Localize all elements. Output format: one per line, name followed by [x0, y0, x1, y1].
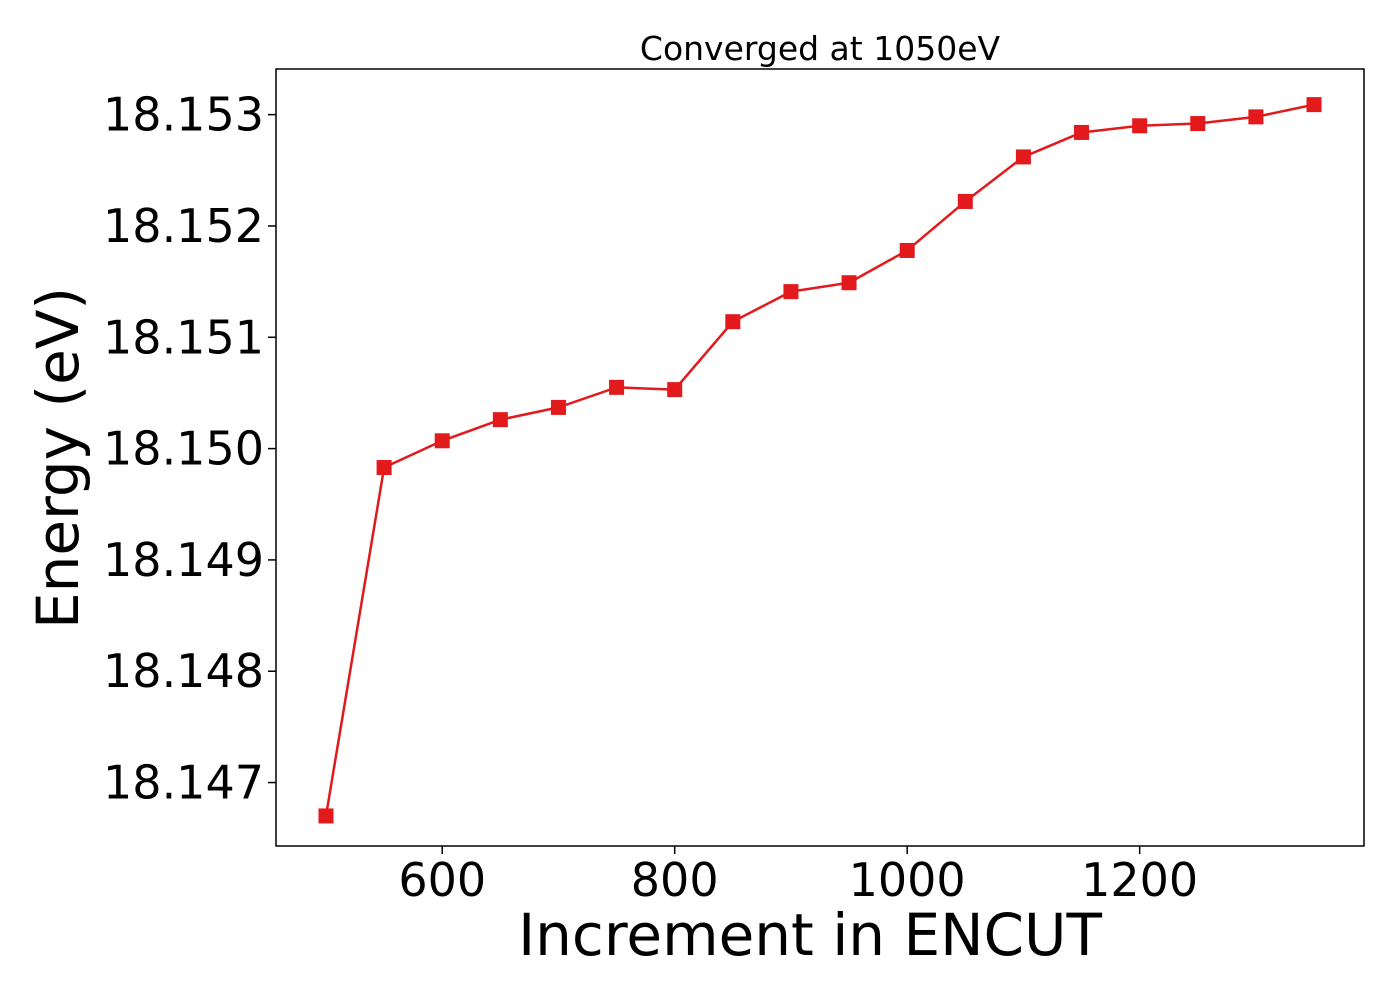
y-tick-label: 18.151: [103, 310, 264, 364]
y-tick-label: 18.148: [103, 644, 264, 698]
data-point-marker: [783, 284, 799, 300]
y-tick-label: 18.153: [103, 88, 264, 142]
x-tick-label: 600: [398, 853, 486, 907]
data-point-marker: [376, 460, 392, 476]
data-point-marker: [492, 412, 508, 428]
y-tick-label: 18.152: [103, 199, 264, 253]
data-point-marker: [1190, 116, 1206, 132]
data-point-marker: [1074, 124, 1090, 140]
data-point-marker: [1306, 97, 1322, 113]
data-point-marker: [1015, 149, 1031, 165]
data-point-marker: [550, 399, 566, 415]
x-tick-label: 1000: [849, 853, 966, 907]
data-point-marker: [1248, 109, 1264, 125]
data-point-marker: [899, 242, 915, 258]
data-point-marker: [609, 379, 625, 395]
x-axis-title: Increment in ENCUT: [518, 901, 1102, 969]
data-point-marker: [841, 275, 857, 291]
x-axis-ticks: 600 800 1000 1200: [398, 846, 1198, 907]
data-point-marker: [667, 382, 683, 398]
data-point-marker: [957, 193, 973, 209]
series-line: [324, 103, 1315, 817]
y-tick-label: 18.147: [103, 756, 264, 810]
data-point-marker: [1132, 118, 1148, 134]
data-point-marker: [318, 808, 334, 824]
data-point-marker: [725, 314, 741, 330]
data-point-marker: [434, 433, 450, 449]
x-tick-label: 800: [631, 853, 719, 907]
plot-frame: [275, 68, 1365, 847]
y-axis-ticks: 18.147 18.148 18.149 18.150 18.151 18.152 18.1…: [103, 88, 276, 810]
y-axis-title: Energy (eV): [24, 287, 92, 629]
series-markers: [318, 97, 1322, 824]
chart-title: Converged at 1050eV: [640, 29, 1001, 68]
x-tick-label: 1200: [1081, 853, 1198, 907]
y-tick-label: 18.150: [103, 422, 264, 476]
y-tick-label: 18.149: [103, 533, 264, 587]
